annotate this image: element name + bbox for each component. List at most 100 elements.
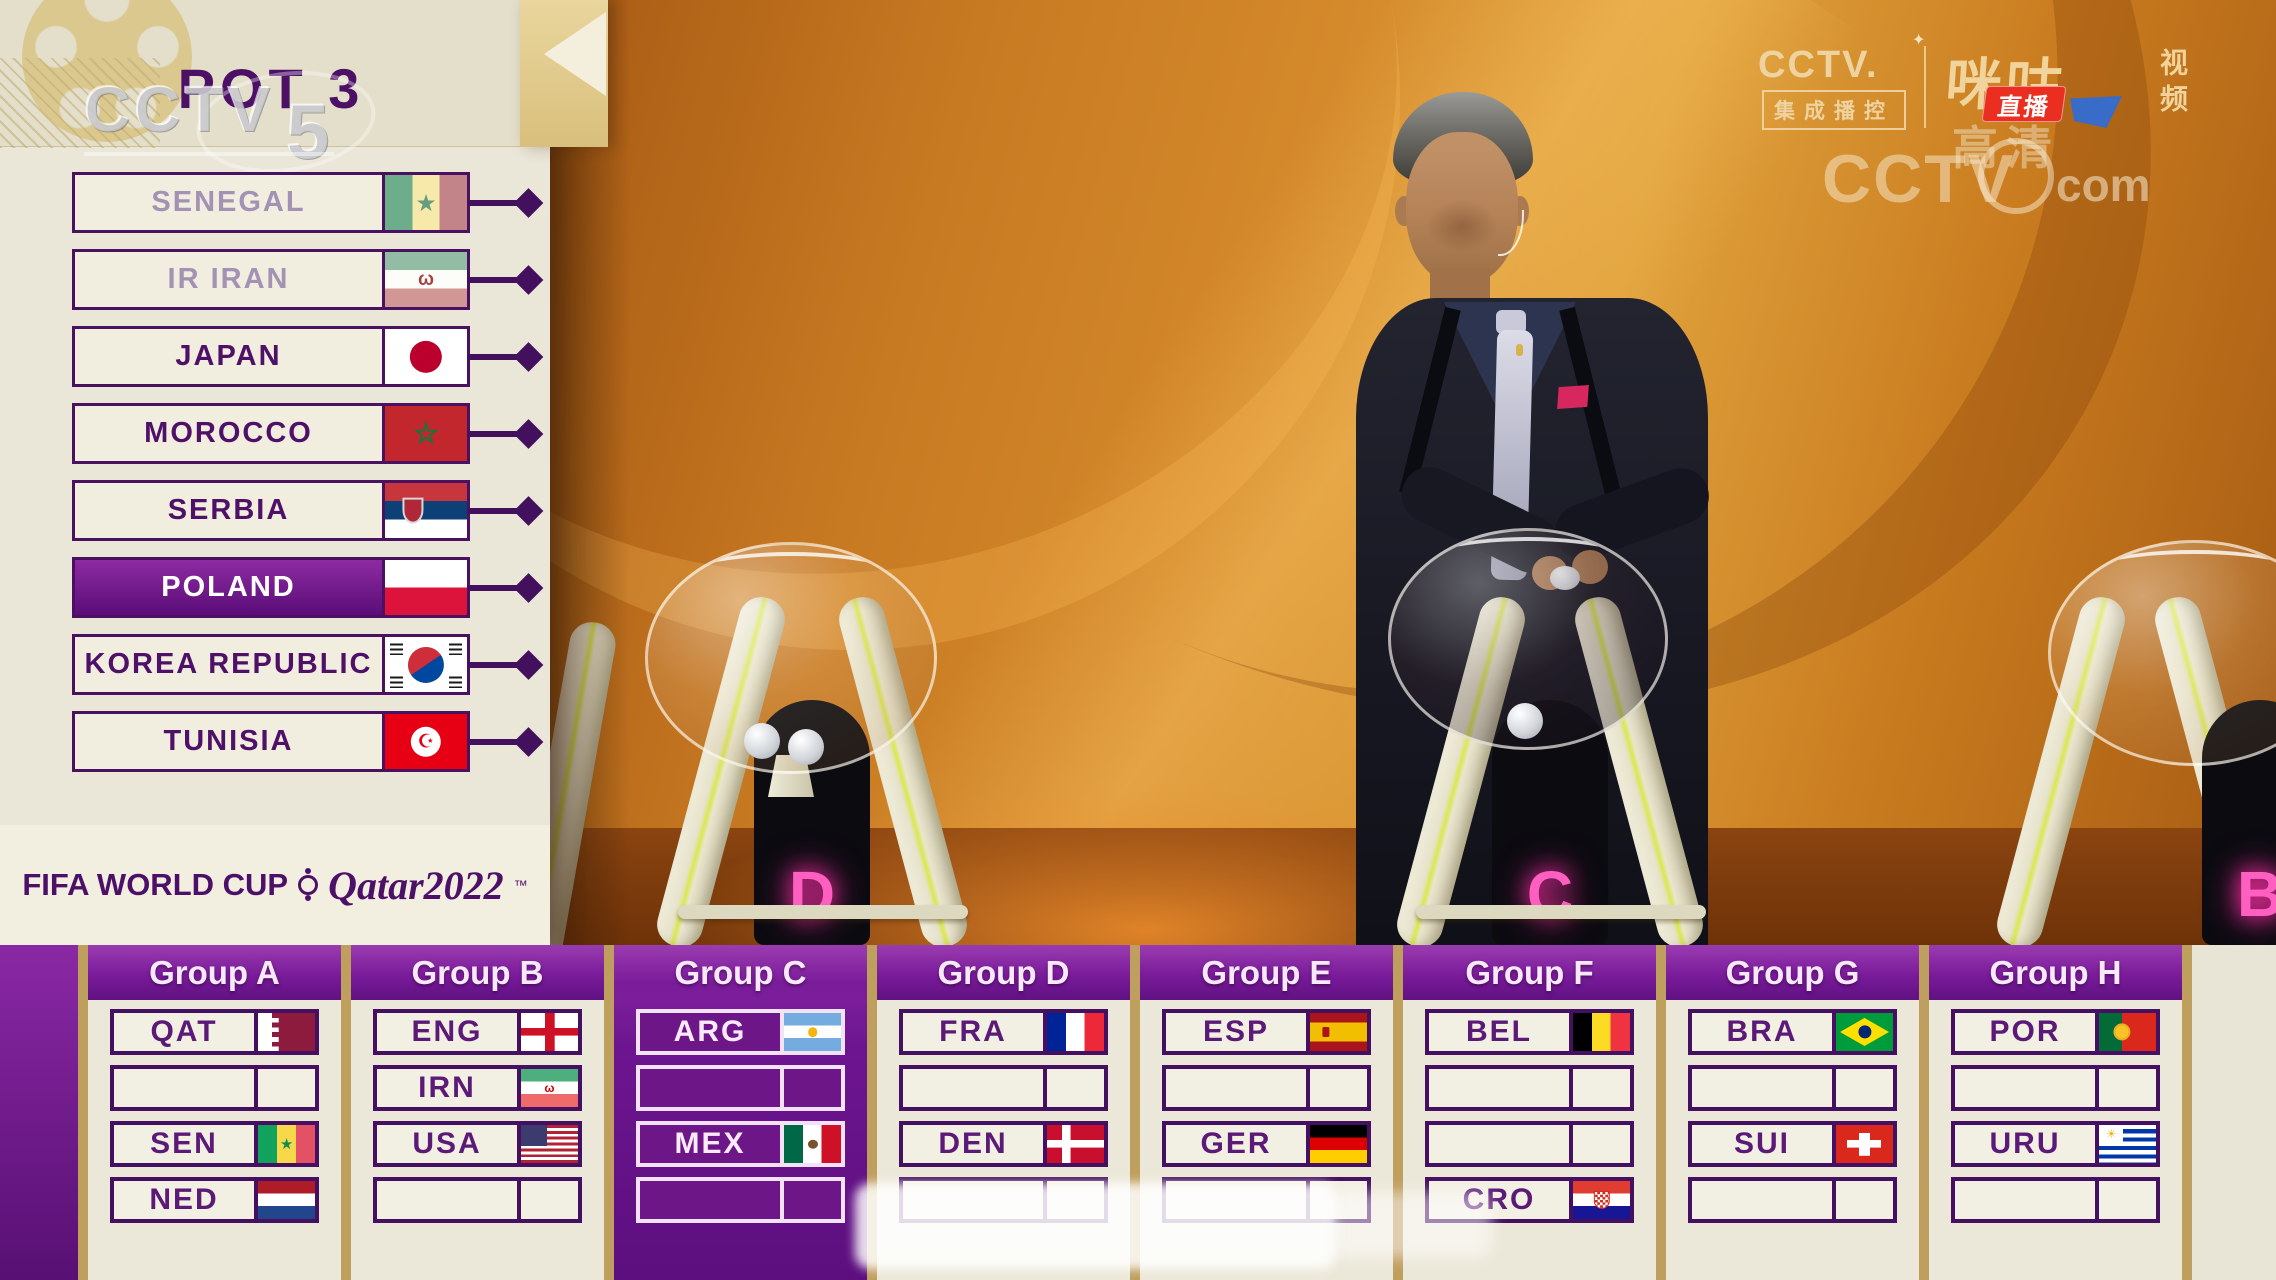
pot-team-name: KOREA REPUBLIC: [84, 648, 373, 680]
connector-line: [467, 276, 522, 283]
group-header: Group H: [1929, 945, 2182, 1000]
team-flag: [385, 406, 467, 461]
bowl-rim: [2062, 549, 2276, 625]
team-flag-cell: [1306, 1125, 1367, 1163]
pot-team-flag-cell: [382, 560, 467, 615]
watermark-divider: [1924, 46, 1926, 128]
lapel-pin: [1516, 344, 1523, 356]
team-code: [1429, 1069, 1569, 1107]
team-code: ESP: [1202, 1015, 1270, 1048]
group-slot: [373, 1177, 582, 1223]
pot-team-flag-cell: [382, 252, 467, 307]
group-slot: ESP: [1162, 1009, 1371, 1055]
team-flag-cell: [517, 1069, 578, 1107]
draw-bowl-d: [645, 542, 937, 774]
team-flag: [521, 1069, 578, 1107]
migu-video-label: 视频: [2157, 48, 2188, 120]
panel-shadow: [550, 0, 630, 945]
team-flag-cell: [1043, 1069, 1104, 1107]
podium-letter-b: B: [2236, 858, 2276, 930]
qatar2022-wordmark: Qatar2022: [328, 862, 504, 908]
team-code: USA: [412, 1127, 482, 1160]
team-flag-cell: [1832, 1181, 1893, 1219]
team-code: [1429, 1125, 1569, 1163]
group-slot: [1425, 1121, 1634, 1167]
group-slot: [1688, 1177, 1897, 1223]
group-slot: SEN: [110, 1121, 319, 1167]
chevron-left-icon: [544, 12, 606, 96]
team-flag: [1310, 1013, 1367, 1051]
team-flag-cell: [1569, 1181, 1630, 1219]
group-slot: QAT: [110, 1009, 319, 1055]
team-flag: [784, 1013, 841, 1051]
cctv-com-ring: [1978, 138, 2054, 214]
team-flag: [784, 1069, 841, 1107]
trademark-symbol: ™: [513, 877, 528, 893]
pot-team-name: MOROCCO: [144, 417, 313, 449]
team-code: BEL: [1466, 1015, 1532, 1048]
connector-diamond: [513, 418, 544, 449]
team-code: [640, 1181, 780, 1219]
team-flag: [2099, 1125, 2156, 1163]
team-code: DEN: [938, 1127, 1008, 1160]
group-slot: ENG: [373, 1009, 582, 1055]
connector-line: [467, 584, 522, 591]
team-flag-cell: [254, 1013, 315, 1051]
group-column-g: Group G BRA SUI: [1666, 945, 1919, 1280]
bowl-rim: [659, 551, 923, 629]
podium-crossbar: [1416, 905, 1706, 919]
team-flag: [1310, 1069, 1367, 1107]
pot-team-row: KOREA REPUBLIC: [72, 634, 544, 695]
group-slots: BEL CRO: [1403, 1000, 1656, 1280]
team-flag-cell: [254, 1069, 315, 1107]
pot-team-name: POLAND: [161, 571, 296, 603]
group-title: Group F: [1465, 953, 1594, 991]
team-code: BRA: [1726, 1015, 1798, 1048]
connector-diamond: [513, 495, 544, 526]
pot-team-name: SERBIA: [167, 494, 290, 526]
podium-letter-d: D: [788, 858, 836, 930]
presenter-face-shadow: [1426, 200, 1498, 252]
group-slot: [636, 1177, 845, 1223]
team-code: [1692, 1181, 1832, 1219]
group-slot: [636, 1065, 845, 1111]
pot-sidebar: POT 3 CCTV 5 体育 SENEGAL IR IRAN JAPAN: [0, 0, 550, 945]
group-slot: SUI: [1688, 1121, 1897, 1167]
pot-team-flag-cell: [382, 714, 467, 769]
cctv-watermark: CCTV.: [1758, 44, 1879, 86]
team-flag: [1836, 1181, 1893, 1219]
team-code: [1166, 1069, 1306, 1107]
group-slot: MEX: [636, 1121, 845, 1167]
sidebar-header-band: [0, 0, 550, 148]
team-flag-cell: [1569, 1069, 1630, 1107]
team-flag-cell: [254, 1181, 315, 1219]
team-flag-cell: [2095, 1069, 2156, 1107]
team-flag-cell: [780, 1125, 841, 1163]
team-flag-cell: [517, 1013, 578, 1051]
team-flag: [521, 1125, 578, 1163]
group-slot: USA: [373, 1121, 582, 1167]
team-flag: [1047, 1013, 1104, 1051]
team-code: ARG: [673, 1015, 747, 1048]
group-slot: [899, 1065, 1108, 1111]
pot-team-flag-cell: [382, 483, 467, 538]
team-flag-cell: [2095, 1013, 2156, 1051]
team-code: GER: [1200, 1127, 1272, 1160]
team-flag: [1310, 1125, 1367, 1163]
group-title: Group D: [937, 953, 1070, 991]
team-flag-cell: [1306, 1069, 1367, 1107]
team-code: POR: [1989, 1015, 2061, 1048]
group-slot: [110, 1065, 319, 1111]
team-flag: [1573, 1181, 1630, 1219]
team-code: QAT: [150, 1015, 218, 1048]
hatch-decoration: [0, 58, 160, 148]
connector-diamond: [513, 572, 544, 603]
pot-team-row: MOROCCO: [72, 403, 544, 464]
group-slot: POR: [1951, 1009, 2160, 1055]
cctv-com-domain: com: [2056, 159, 2151, 211]
team-code: [1955, 1069, 2095, 1107]
draw-bowl-c: [1388, 528, 1668, 750]
team-flag: [1047, 1069, 1104, 1107]
cctv-subtitle-badge: 集成播控: [1762, 90, 1906, 130]
connector-diamond: [513, 649, 544, 680]
